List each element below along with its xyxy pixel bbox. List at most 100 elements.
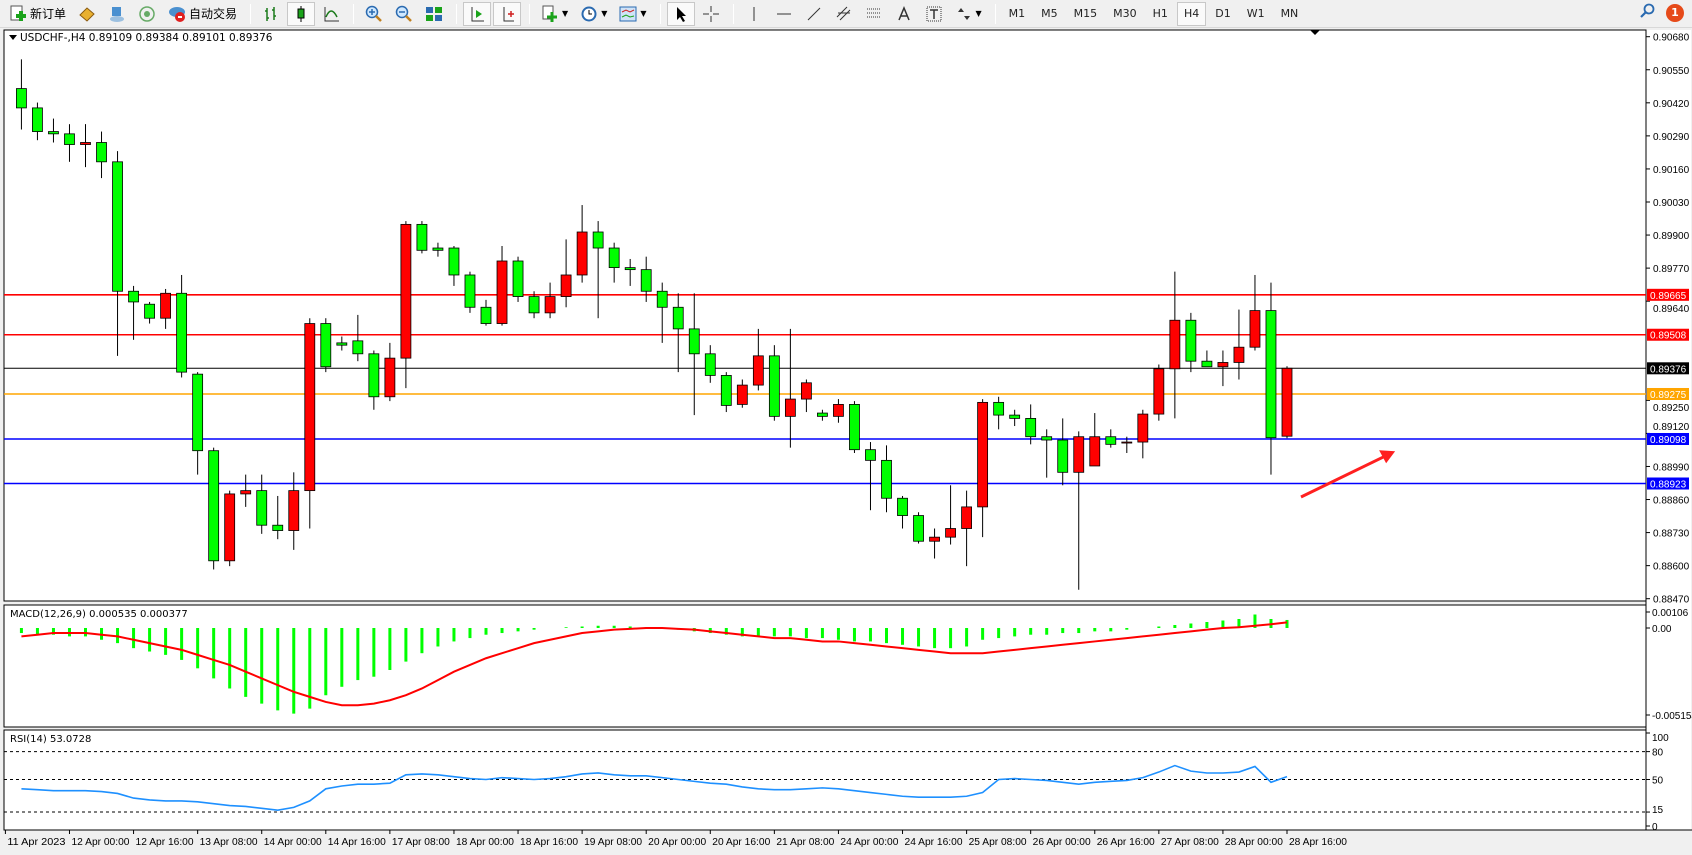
candle [400,223,412,359]
time-tick-label: 17 Apr 08:00 [392,837,450,848]
time-tick-label: 26 Apr 00:00 [1033,837,1091,848]
time-tick-label: 24 Apr 00:00 [840,837,898,848]
trendline-button[interactable] [800,2,828,26]
candle [817,412,828,417]
auto-trading-button[interactable]: 自动交易 [163,2,242,26]
candle [1153,368,1165,415]
arrow-head-icon [1379,450,1396,464]
equidistant-channel-icon [835,5,853,23]
toolbar-separator [659,3,661,24]
candle [833,404,844,417]
arrows-button[interactable]: ▼ [950,2,987,26]
candle [1121,441,1133,444]
price-tick-label: 0.90290 [1653,132,1690,143]
new-order-label: 新订单 [30,7,67,21]
price-tick-label: 0.88730 [1653,529,1690,540]
data-window-button[interactable] [103,2,131,26]
timeframe-d1[interactable]: D1 [1215,7,1231,20]
macd-signal-line [21,621,1288,707]
candle [945,528,956,538]
candle [416,223,428,251]
search-icon[interactable] [1640,3,1656,22]
price-axis [1646,30,1691,830]
toolbar-separator [732,3,734,24]
fibonacci-icon [865,5,883,23]
cursor-icon [672,5,690,23]
candle [993,401,1005,416]
candle [112,161,123,292]
timeframe-h4[interactable]: H4 [1176,1,1207,26]
text-label-icon [925,5,943,23]
candle [368,353,380,398]
zoom-in-icon [365,5,383,23]
bar-chart-button[interactable] [257,2,285,26]
timeframe-m15[interactable]: M15 [1073,7,1098,20]
indicators-button[interactable]: ▼ [614,2,651,26]
toolbar-separator [529,3,531,24]
candle [592,231,604,249]
market-watch-button[interactable] [73,2,101,26]
candle [432,247,444,251]
cursor-button[interactable] [666,1,695,26]
price-label-box [1647,328,1689,341]
candle [576,231,588,276]
zoom-out-button[interactable] [390,2,418,26]
crosshair-button[interactable] [697,2,725,26]
line-chart-icon [322,5,340,23]
price-tick-label: 0.89900 [1653,231,1690,242]
rsi-tick-label: 15 [1652,805,1664,816]
candle [192,373,204,452]
periods-button[interactable]: ▼ [575,2,612,26]
candle [1089,436,1101,467]
timeframe-m1[interactable]: M1 [1008,7,1026,20]
candle [736,384,748,405]
candle [1249,310,1261,348]
tile-windows-button[interactable] [420,2,448,26]
candle [1041,436,1053,441]
text-label-button[interactable] [920,2,948,26]
price-tick-label: 0.88990 [1653,462,1690,473]
timeframe-m5[interactable]: M5 [1041,7,1058,20]
horizontal-line-button[interactable] [770,2,798,26]
price-label-box [1647,433,1689,446]
candle [208,450,220,562]
line-chart-button[interactable] [317,2,345,26]
toolbar-separator [456,3,458,24]
candle [672,306,684,330]
price-level-label: 0.89376 [1650,364,1687,375]
trendline-icon [805,5,823,23]
price-level-label: 0.89098 [1650,435,1687,446]
candlestick-button[interactable] [287,1,316,26]
candle [1009,414,1021,419]
notification-icon[interactable]: 1 [1666,3,1684,22]
signals-button[interactable] [133,2,161,26]
time-tick-label: 14 Apr 00:00 [264,837,322,848]
chart-shift-button[interactable] [493,1,522,26]
zoom-in-button[interactable] [360,2,388,26]
main-toolbar: 新订单 自动交易 ▼ ▼ ▼ ▼ M1 M5 M15 M30 H1 H4 D1 W1 MN 1 [0,0,1692,28]
fibonacci-button[interactable] [860,2,888,26]
chart-window[interactable]: USDCHF-,H4 0.89109 0.89384 0.89101 0.893… [0,28,1692,855]
rsi-tick-label: 80 [1652,748,1664,759]
macd-tick-label: 0.00106 [1652,608,1689,619]
timeframe-w1[interactable]: W1 [1246,7,1265,20]
candle [977,401,989,508]
candle [1105,436,1117,445]
timeframe-mn[interactable]: MN [1280,7,1299,20]
vertical-line-button[interactable] [740,2,768,26]
templates-button[interactable]: ▼ [536,2,573,26]
chevron-down-icon: ▼ [562,9,569,18]
data-window-icon [108,5,126,23]
timeframe-h1[interactable]: H1 [1152,7,1168,20]
candle [144,303,155,319]
toolbar-separator [994,3,996,24]
auto-scroll-button[interactable] [463,1,492,26]
time-tick-label: 12 Apr 00:00 [71,837,129,848]
text-button[interactable] [890,2,918,26]
candle [849,404,860,451]
timeframe-m30[interactable]: M30 [1113,7,1137,20]
chevron-down-icon: ▼ [640,9,647,18]
new-order-button[interactable]: 新订单 [4,2,71,26]
equidistant-channel-button[interactable] [830,2,858,26]
price-level-label: 0.89665 [1650,291,1687,302]
